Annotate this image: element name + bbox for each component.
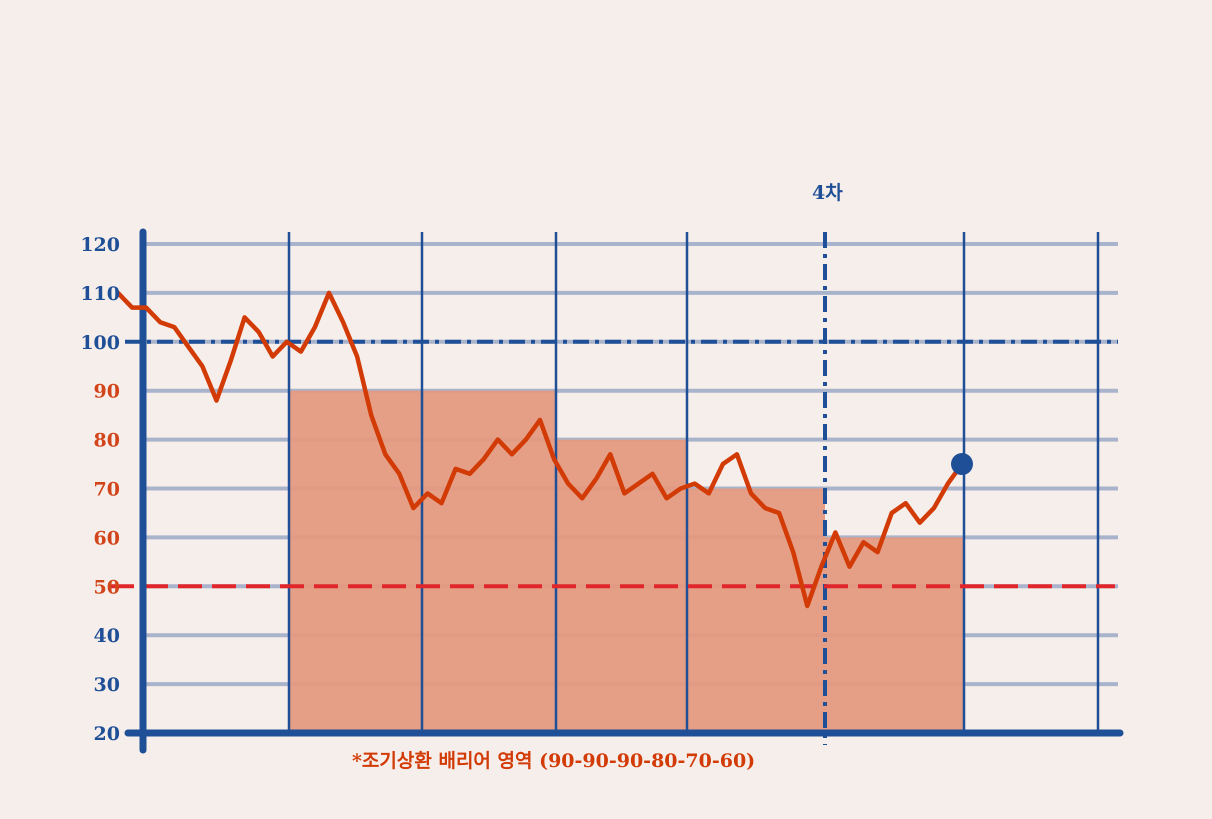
y-tick-label: 80 bbox=[94, 430, 120, 452]
axes bbox=[124, 228, 1124, 754]
barrier-caption: *조기상환 배리어 영역 (90-90-90-80-70-60) bbox=[352, 750, 755, 772]
barrier-zone bbox=[289, 390, 422, 733]
y-tick-label: 70 bbox=[94, 479, 120, 501]
vertical-gridlines bbox=[287, 232, 1100, 745]
barrier-zone bbox=[825, 537, 964, 733]
y-tick-label: 20 bbox=[94, 723, 120, 745]
y-tick-labels: 120 110 100 90 80 70 60 50 40 30 20 bbox=[80, 234, 120, 745]
barrier-zones bbox=[289, 390, 964, 733]
barrier-zone bbox=[422, 390, 556, 733]
y-tick-label: 110 bbox=[80, 283, 120, 305]
y-tick-label: 120 bbox=[80, 234, 120, 256]
series-line bbox=[115, 290, 965, 609]
barrier-zone bbox=[687, 488, 825, 733]
y-tick-label: 50 bbox=[94, 576, 120, 598]
marker-label: 4차 bbox=[812, 182, 843, 204]
current-value-dot bbox=[951, 453, 973, 476]
y-tick-label: 100 bbox=[80, 332, 120, 354]
y-tick-label: 60 bbox=[94, 527, 120, 549]
y-tick-label: 90 bbox=[94, 381, 120, 403]
y-tick-label: 40 bbox=[94, 625, 120, 647]
y-tick-label: 30 bbox=[94, 674, 120, 696]
series-line-layer bbox=[115, 290, 973, 609]
